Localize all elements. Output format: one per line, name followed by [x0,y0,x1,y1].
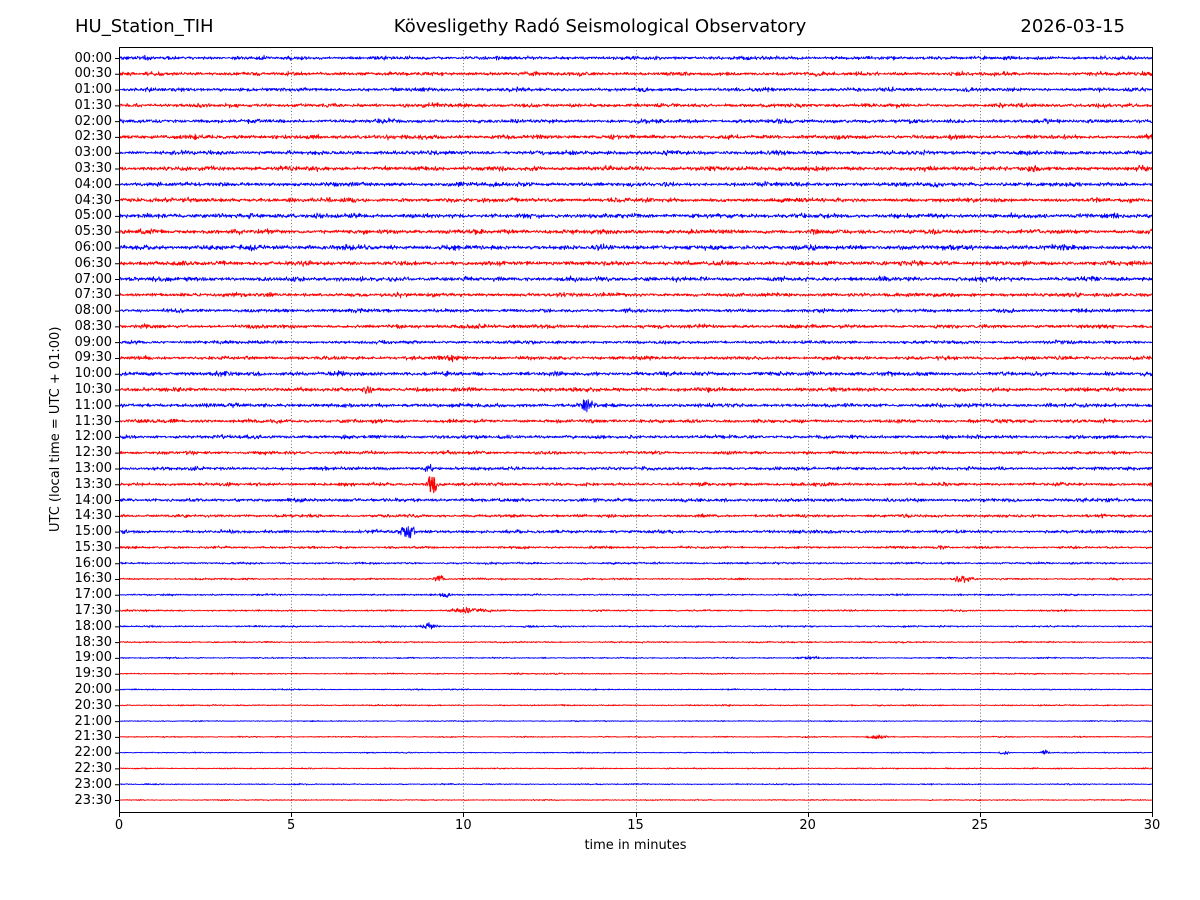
trace-time-label: 08:30 [74,318,112,334]
trace-time-label: 03:00 [74,145,112,161]
trace-time-label: 15:30 [74,539,112,555]
trace-time-label: 16:30 [74,571,112,587]
trace-time-label: 17:30 [74,603,112,619]
trace-time-label: 12:30 [74,445,112,461]
trace-time-label: 10:30 [74,382,112,398]
trace-time-label: 23:30 [74,792,112,808]
trace-time-label: 05:30 [74,224,112,240]
trace-time-label: 21:00 [74,713,112,729]
x-tick-label: 20 [799,818,816,833]
trace-time-label: 16:00 [74,555,112,571]
trace-time-label: 19:00 [74,650,112,666]
trace-time-label: 04:30 [74,192,112,208]
trace-time-label: 02:30 [74,129,112,145]
trace-time-label: 06:00 [74,239,112,255]
trace-time-label: 19:30 [74,666,112,682]
trace-time-label: 00:30 [74,66,112,82]
trace-time-label: 06:30 [74,255,112,271]
trace-time-label: 11:00 [74,397,112,413]
trace-time-label: 14:00 [74,492,112,508]
x-tick-label: 10 [455,818,472,833]
y-tick-labels: 00:00 00:30 01:00 01:30 02:00 02:30 03:00 03:30… [0,0,112,900]
trace-time-label: 01:30 [74,97,112,113]
trace-time-label: 11:30 [74,413,112,429]
trace-time-label: 13:00 [74,460,112,476]
trace-time-label: 09:00 [74,334,112,350]
trace-time-label: 08:00 [74,303,112,319]
x-tick-label: 0 [114,818,124,833]
trace-time-label: 14:30 [74,508,112,524]
trace-time-label: 12:00 [74,429,112,445]
trace-time-label: 18:30 [74,634,112,650]
trace-time-label: 20:00 [74,681,112,697]
trace-time-label: 02:00 [74,113,112,129]
trace-time-label: 03:30 [74,161,112,176]
trace-time-label: 15:00 [74,524,112,540]
trace-time-label: 17:00 [74,587,112,603]
trace-time-label: 20:30 [74,697,112,713]
trace-time-label: 09:30 [74,350,112,366]
trace-time-label: 18:00 [74,618,112,634]
trace-time-label: 22:00 [74,745,112,761]
trace-time-label: 22:30 [74,760,112,776]
trace-time-label: 07:30 [74,287,112,303]
trace-time-label: 13:30 [74,476,112,492]
trace-time-label: 05:00 [74,208,112,224]
trace-time-label: 21:30 [74,729,112,745]
x-axis-label: time in minutes [584,838,687,853]
x-tick-label: 30 [1143,818,1161,833]
x-tick-label: 25 [971,818,989,833]
trace-time-label: 07:00 [74,271,112,287]
x-tick-label: 5 [287,818,296,833]
trace-time-label: 01:00 [74,82,112,98]
trace-time-label: 10:00 [74,366,112,382]
trace-time-label: 23:00 [74,776,112,792]
x-tick-label: 15 [627,818,644,833]
trace-time-label: 00:00 [74,50,112,66]
trace-time-label: 04:00 [74,176,112,192]
